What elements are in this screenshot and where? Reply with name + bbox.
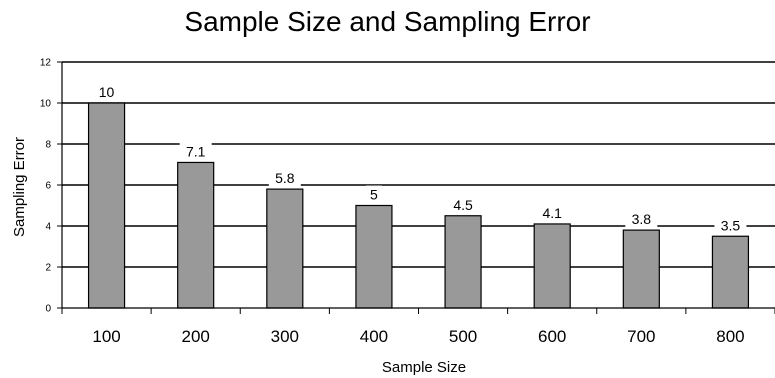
data-label: 5.8 (275, 170, 295, 186)
data-label: 3.5 (721, 217, 741, 233)
bar (444, 215, 482, 309)
data-label-bg (536, 203, 569, 221)
y-tick-label: 10 (40, 99, 52, 110)
data-label: 7.1 (186, 143, 206, 159)
data-label: 3.8 (632, 211, 652, 227)
data-label: 5 (370, 187, 378, 203)
y-tick-label: 2 (45, 263, 51, 274)
y-tick-label: 4 (45, 222, 51, 233)
x-axis-title: Sample Size (382, 359, 466, 376)
x-tick-label: 400 (360, 327, 388, 346)
bar (177, 161, 215, 309)
data-label-bg (179, 142, 212, 160)
bars (87, 102, 750, 309)
data-label-bg (268, 169, 301, 187)
x-tick-labels: 100 200 300 400 500 600 700 800 (92, 327, 744, 346)
y-axis-title: Sampling Error (11, 137, 28, 237)
bar (87, 102, 126, 309)
data-label-bg (365, 185, 382, 203)
bar (355, 204, 393, 309)
y-tick-label: 12 (40, 58, 52, 69)
x-tick-label: 800 (716, 327, 744, 346)
y-tick-label: 6 (45, 181, 51, 192)
x-tick-label: 500 (449, 327, 477, 346)
x-tick-label: 100 (92, 327, 120, 346)
bar (533, 223, 571, 309)
y-tick-label: 8 (45, 140, 51, 151)
bar (711, 235, 750, 309)
data-label-bg (447, 195, 480, 213)
x-tick-label: 300 (271, 327, 299, 346)
data-label-bg (94, 83, 119, 100)
data-label: 10 (99, 84, 115, 100)
gridlines (62, 61, 775, 268)
bar (622, 229, 660, 309)
chart-title: Sample Size and Sampling Error (184, 6, 591, 37)
data-label: 4.5 (453, 197, 473, 213)
data-label-bg (714, 216, 747, 234)
data-label: 4.1 (542, 205, 562, 221)
axes (57, 61, 775, 314)
x-tick-label: 700 (627, 327, 655, 346)
data-label-bg (625, 210, 658, 228)
y-tick-labels: 0 2 4 6 8 10 12 (40, 58, 52, 315)
y-tick-label: 0 (45, 304, 51, 315)
data-labels: 10 7.1 5.8 5 4.5 4.1 3.8 3.5 (94, 83, 747, 234)
bar (266, 188, 304, 309)
x-tick-label: 600 (538, 327, 566, 346)
x-tick-label: 200 (182, 327, 210, 346)
